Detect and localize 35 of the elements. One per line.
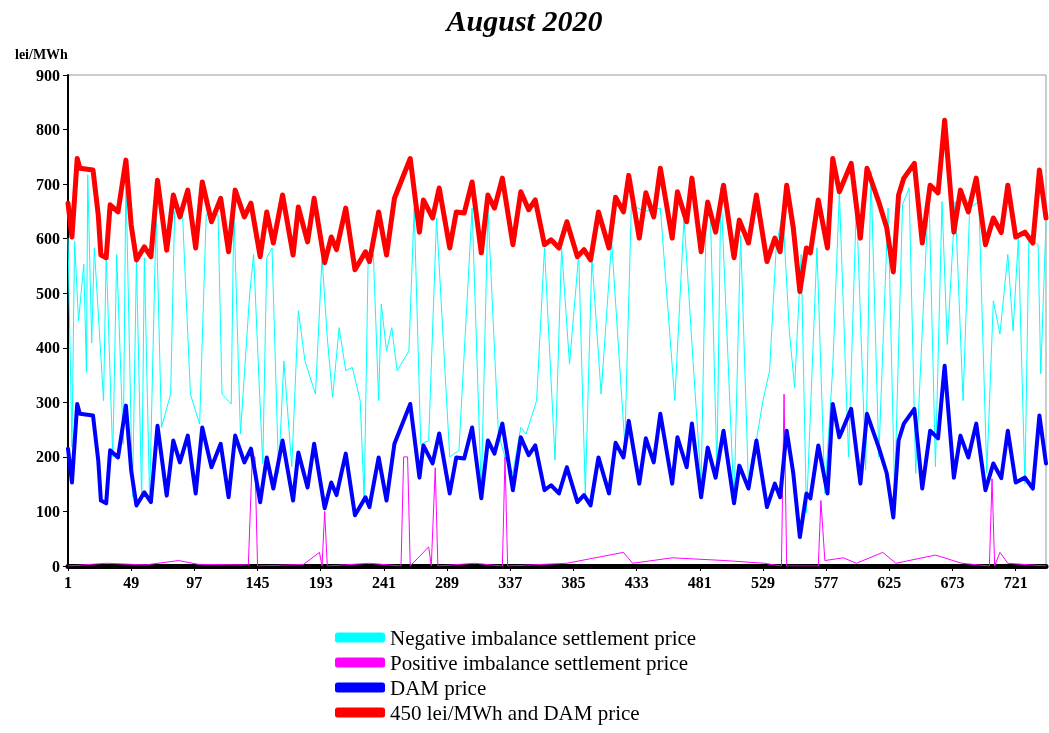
x-tick-label: 481 [687, 573, 712, 591]
x-tick-label: 673 [940, 573, 965, 591]
legend-label: Positive imbalance settlement price [390, 650, 688, 675]
x-tick-label: 433 [624, 573, 649, 591]
x-tick-label: 241 [371, 573, 396, 591]
x-tick-label: 337 [498, 573, 523, 591]
line-series [67, 171, 1047, 514]
y-tick-label: 500 [36, 284, 60, 302]
y-tick-label: 600 [36, 230, 60, 248]
y-tick-label: 0 [52, 557, 60, 575]
x-tick-label: 1 [64, 573, 72, 591]
y-tick-label: 700 [36, 175, 60, 193]
x-tick-label: 145 [245, 573, 270, 591]
y-tick-label: 400 [36, 339, 60, 357]
legend-label: 450 lei/MWh and DAM price [390, 700, 640, 725]
x-tick-label: 577 [814, 573, 839, 591]
x-tick-label: 97 [186, 573, 203, 591]
x-tick-label: 289 [435, 573, 460, 591]
y-tick-label: 300 [36, 393, 60, 411]
x-tick-label: 385 [561, 573, 586, 591]
y-tick-label: 200 [36, 448, 60, 466]
x-tick-label: 193 [308, 573, 333, 591]
y-tick-label: 900 [36, 66, 60, 84]
line-series [66, 363, 1048, 540]
x-tick-label: 721 [1003, 573, 1028, 591]
line-series [67, 393, 1047, 567]
legend-label: Negative imbalance settlement price [390, 625, 697, 650]
y-tick-label: 100 [36, 502, 60, 520]
y-axis-title: lei/MWh [15, 46, 69, 62]
y-tick-label: 800 [36, 121, 60, 139]
legend-label: DAM price [390, 675, 487, 700]
x-tick-label: 49 [123, 573, 140, 591]
chart-title: August 2020 [444, 3, 603, 37]
x-tick-label: 529 [751, 573, 775, 591]
x-tick-label: 625 [877, 573, 902, 591]
